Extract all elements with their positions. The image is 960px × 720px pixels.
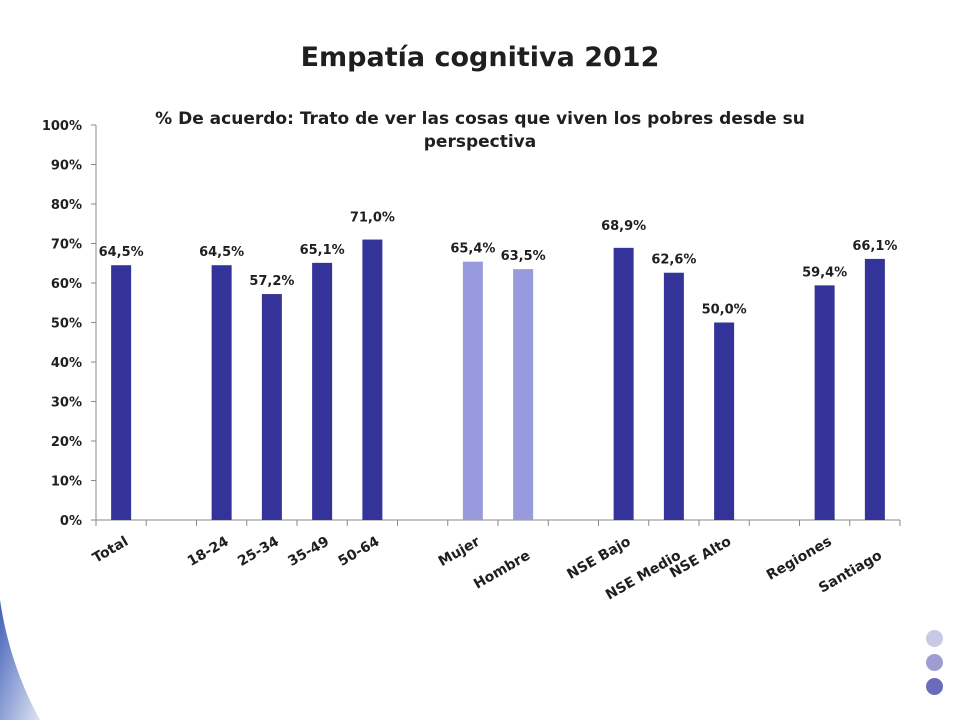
data-label: 63,5% (501, 249, 546, 264)
y-tick-label: 50% (51, 317, 82, 332)
y-tick-label: 30% (51, 396, 82, 411)
y-tick-label: 10% (51, 475, 82, 490)
bar (261, 294, 282, 520)
chart-title-line: perspectiva (424, 132, 536, 152)
data-label: 68,9% (601, 219, 646, 234)
category-label: Mujer (436, 534, 483, 570)
dot-medium (926, 654, 943, 671)
decorative-dots (926, 630, 944, 702)
category-label: 18-24 (185, 533, 232, 569)
category-label: NSE Bajo (564, 533, 634, 582)
bar (462, 261, 483, 520)
data-label: 50,0% (702, 303, 747, 318)
bar (111, 265, 132, 520)
dot-dark (926, 678, 943, 695)
y-tick-label: 60% (51, 277, 82, 292)
data-label: 66,1% (852, 239, 897, 254)
y-tick-label: 0% (60, 514, 82, 529)
bar (312, 262, 333, 520)
category-label: Santiago (816, 547, 885, 596)
bar (663, 272, 684, 520)
bar (211, 265, 232, 520)
data-label: 65,4% (450, 242, 495, 257)
data-label: 59,4% (802, 265, 847, 280)
y-tick-label: 70% (51, 238, 82, 253)
data-label: 62,6% (651, 253, 696, 268)
data-label: 64,5% (99, 245, 144, 260)
y-tick-label: 90% (51, 159, 82, 174)
category-label: 25-34 (235, 533, 282, 569)
data-label: 71,0% (350, 211, 395, 226)
y-tick-label: 20% (51, 435, 82, 450)
y-tick-label: 100% (42, 119, 82, 134)
category-label: Hombre (471, 548, 533, 593)
category-label: 35-49 (285, 534, 332, 570)
bar (814, 285, 835, 520)
category-label: 50-64 (336, 533, 383, 569)
bar (613, 247, 634, 520)
chart-title-line: % De acuerdo: Trato de ver las cosas que… (155, 109, 805, 129)
data-label: 65,1% (300, 243, 345, 258)
y-tick-label: 40% (51, 356, 82, 371)
bar (513, 269, 534, 520)
slide-title: Empatía cognitiva 2012 (300, 42, 660, 73)
category-label: Regiones (764, 534, 835, 584)
data-label: 57,2% (249, 274, 294, 289)
bar (362, 239, 383, 521)
bar (864, 258, 885, 520)
y-tick-label: 80% (51, 198, 82, 213)
dot-light (926, 630, 943, 647)
data-label: 64,5% (199, 245, 244, 260)
corner-decoration (0, 600, 40, 720)
category-label: Total (90, 534, 131, 567)
bar (714, 322, 735, 520)
